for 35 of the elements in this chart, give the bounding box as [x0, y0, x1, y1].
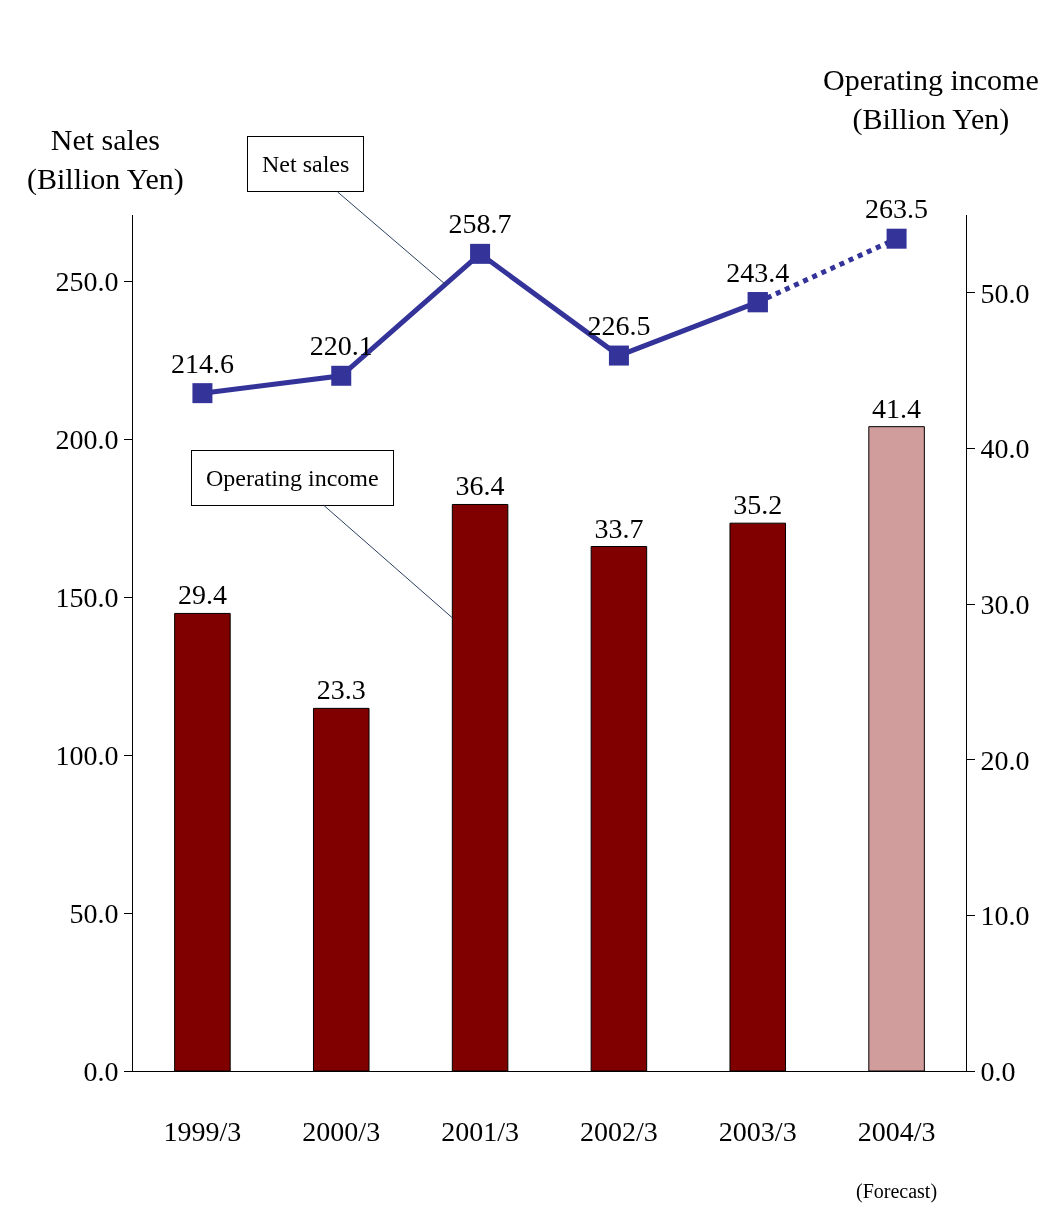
y2-axis-title: Operating income (Billion Yen) [823, 63, 1039, 136]
x-tick-label: 2001/3 [441, 1115, 519, 1147]
x-tick-label: 2004/3 [857, 1115, 936, 1147]
y-tick-label: 0.0 [83, 1055, 119, 1087]
y2-tick-label: 0.0 [980, 1055, 1016, 1087]
data-label: 36.4 [455, 470, 505, 502]
y2-tick-label: 50.0 [980, 277, 1030, 309]
data-label: 243.4 [726, 256, 790, 288]
y2-tick-label: 10.0 [980, 900, 1030, 932]
data-label: 33.7 [594, 512, 644, 544]
y-axis-title: Net sales (Billion Yen) [27, 123, 184, 196]
y2-tick-label: 20.0 [980, 744, 1030, 776]
text: (Forecast) [856, 1180, 938, 1203]
y-tick-label: 50.0 [69, 897, 119, 929]
text: Operating income [206, 465, 379, 491]
y-tick-label: 200.0 [55, 424, 119, 456]
y-tick-label: 100.0 [55, 739, 119, 771]
y2-tick-label: 40.0 [980, 433, 1030, 465]
data-label: 214.6 [170, 347, 234, 379]
data-label: 41.4 [872, 392, 922, 424]
x-tick-label: 2002/3 [580, 1115, 658, 1147]
x-tick-label: 2003/3 [718, 1115, 797, 1147]
y-tick-label: 150.0 [55, 582, 119, 613]
data-label: 23.3 [316, 674, 366, 706]
data-label: 258.7 [448, 208, 512, 240]
x-tick-label: 1999/3 [163, 1115, 242, 1147]
data-label: 263.5 [865, 193, 929, 225]
x-tick-label: 2000/3 [302, 1115, 381, 1147]
data-label: 35.2 [733, 489, 783, 521]
text: Net sales [262, 151, 350, 177]
y2-tick-label: 30.0 [980, 588, 1030, 620]
data-label: 220.1 [309, 330, 373, 362]
data-label: 226.5 [587, 310, 651, 342]
y-tick-label: 250.0 [55, 266, 119, 298]
data-label: 29.4 [177, 579, 227, 611]
